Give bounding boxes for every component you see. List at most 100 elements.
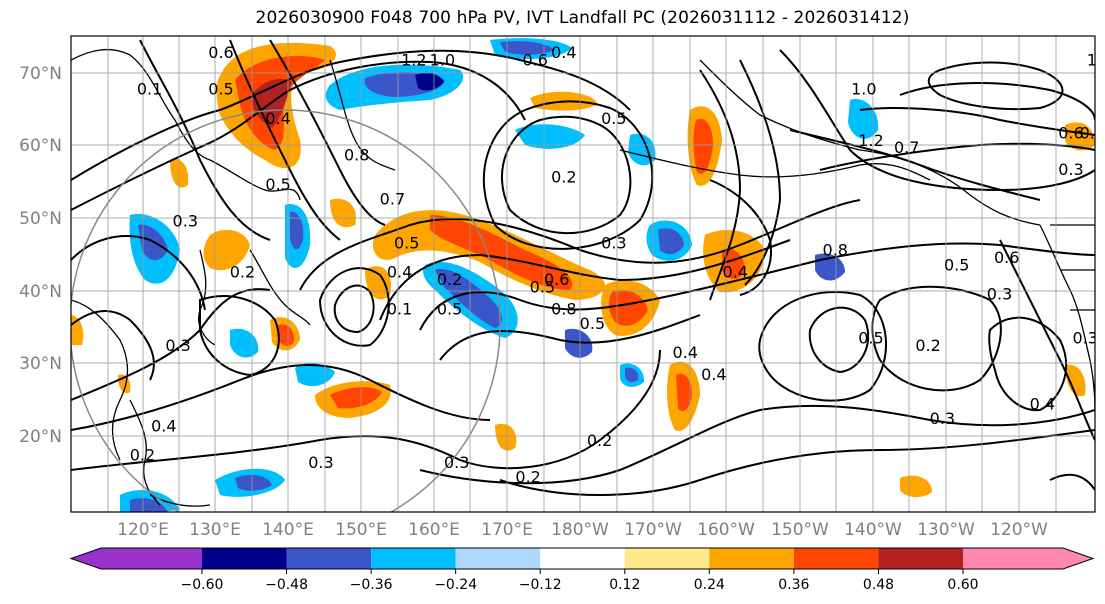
contour-line — [71, 309, 155, 381]
contour-label: 0.2 — [587, 431, 612, 450]
colorbar-cell — [793, 548, 879, 569]
contour-line — [71, 349, 661, 471]
contour-line — [71, 364, 491, 431]
contour-line — [927, 61, 1064, 111]
shade-red7 — [278, 324, 295, 347]
colorbar-tick-label: 0.12 — [609, 577, 640, 593]
contour-label: 0.3 — [930, 409, 955, 428]
contour-label: 1.2 — [401, 50, 426, 69]
lon-label: 140°W — [844, 520, 902, 540]
lon-label: 160°W — [697, 520, 755, 540]
contour-label: 1.2 — [858, 131, 883, 150]
shade-orange15 — [900, 475, 932, 498]
contour-label: 0.2 — [515, 468, 540, 487]
contour-line — [379, 239, 791, 321]
coastline-alaska — [699, 59, 1041, 226]
contour-line — [999, 239, 1095, 441]
contour-label: 0.8 — [823, 241, 848, 260]
contour-line — [501, 115, 632, 235]
contour-line — [269, 39, 386, 226]
lon-label: 170°W — [624, 520, 682, 540]
contour-label: 0.6 — [523, 50, 548, 69]
contour-label: 0.1 — [387, 299, 412, 318]
colorbar-cell — [540, 548, 625, 569]
gridlines — [71, 36, 1095, 512]
contour-line — [871, 285, 1002, 392]
contour-label: 0.8 — [344, 145, 369, 164]
shade-orange13 — [495, 423, 517, 451]
colorbar-outline — [69, 547, 1095, 570]
contour-label: 0.5 — [437, 299, 462, 318]
contour-label: 0.3 — [1058, 160, 1083, 179]
contour-label: 0.3 — [165, 336, 190, 355]
contour-line — [419, 404, 1095, 485]
contour-label: 0.4 — [265, 109, 290, 128]
contour-label: 0.4 — [387, 263, 412, 282]
shade-red5 — [722, 248, 745, 279]
lat-label: 50°N — [19, 209, 62, 229]
contour-line — [739, 59, 782, 286]
colorbar-tick-label: −0.12 — [519, 577, 562, 593]
contour-line — [709, 179, 772, 296]
colorbar-cell — [709, 548, 794, 569]
contour-label: 0.2 — [230, 263, 255, 282]
shade-blue2 — [500, 41, 555, 55]
shade-red2 — [430, 215, 573, 290]
coastline-newguinea — [149, 494, 211, 507]
contour-line — [499, 429, 1095, 496]
contour-label: 0.3 — [1073, 329, 1098, 348]
map-frame — [70, 35, 1096, 513]
contour-label: 0.6 — [994, 248, 1019, 267]
contour-label: 0.4 — [151, 416, 176, 435]
contour-label: 0.3 — [173, 211, 198, 230]
contour-label: 0.4 — [1030, 394, 1055, 413]
contour-line — [71, 235, 206, 311]
shade-red8 — [676, 373, 692, 412]
shade-orange4 — [330, 198, 356, 228]
contour-line — [482, 100, 654, 250]
shade-blue15 — [130, 498, 168, 512]
coastline-aleutians — [619, 149, 931, 181]
colorbar-cell — [71, 548, 202, 569]
contour-label: 0.7 — [380, 189, 405, 208]
latitude-labels: 70°N 60°N 50°N 40°N 30°N 20°N — [19, 64, 62, 447]
lon-label: 130°W — [917, 520, 975, 540]
shade-orange10 — [1065, 122, 1095, 151]
contour-label: 0.4 — [673, 343, 698, 362]
shade-red6 — [330, 387, 382, 409]
colorbar-tick-label: −0.60 — [181, 577, 224, 593]
colorbar-cell — [371, 548, 456, 569]
shade-navy — [415, 72, 444, 91]
colorbar: −0.60 −0.48 −0.36 −0.24 −0.12 0.12 0.24 0.36 0.4… — [69, 547, 1095, 593]
map-title: 2026030900 F048 700 hPa PV, IVT Landfall… — [255, 8, 910, 28]
shade-blue12 — [658, 228, 684, 255]
colorbar-tick-label: 0.36 — [778, 577, 809, 593]
contour-line — [808, 306, 870, 374]
lon-label: 140°E — [262, 520, 314, 540]
coastline-asia — [71, 48, 301, 201]
lon-label: 160°E — [408, 520, 460, 540]
contour-label: 0.5 — [265, 175, 290, 194]
contour-label: 0.3 — [601, 233, 626, 252]
contour-line — [439, 314, 701, 361]
contour-label: 0.4 — [723, 263, 748, 282]
coastline-na-west — [1039, 224, 1095, 411]
contour-line — [859, 107, 1095, 136]
contour-label: 0.6 — [1058, 124, 1083, 143]
shade-red4 — [693, 118, 713, 174]
colorbar-tick-label: −0.36 — [350, 577, 393, 593]
contour-line — [71, 288, 271, 401]
contour-label: 0.3 — [987, 285, 1012, 304]
lat-label: 60°N — [19, 136, 62, 156]
shade-cyan6 — [230, 328, 259, 358]
contour-line — [699, 69, 742, 301]
lat-label: 70°N — [19, 64, 62, 84]
colorbar-tick-label: 0.48 — [863, 577, 894, 593]
contour-labels: 0.1 0.50.60.40.51.2 1.0 0.6 0.40.50.80.70.20… — [130, 43, 1105, 487]
shade-blue8 — [290, 211, 304, 250]
contour-label: 0.4 — [551, 43, 576, 62]
lon-label: 120°W — [990, 520, 1048, 540]
contour-label-bg — [1100, 258, 1105, 274]
contour-label: 0.1 — [137, 80, 162, 99]
